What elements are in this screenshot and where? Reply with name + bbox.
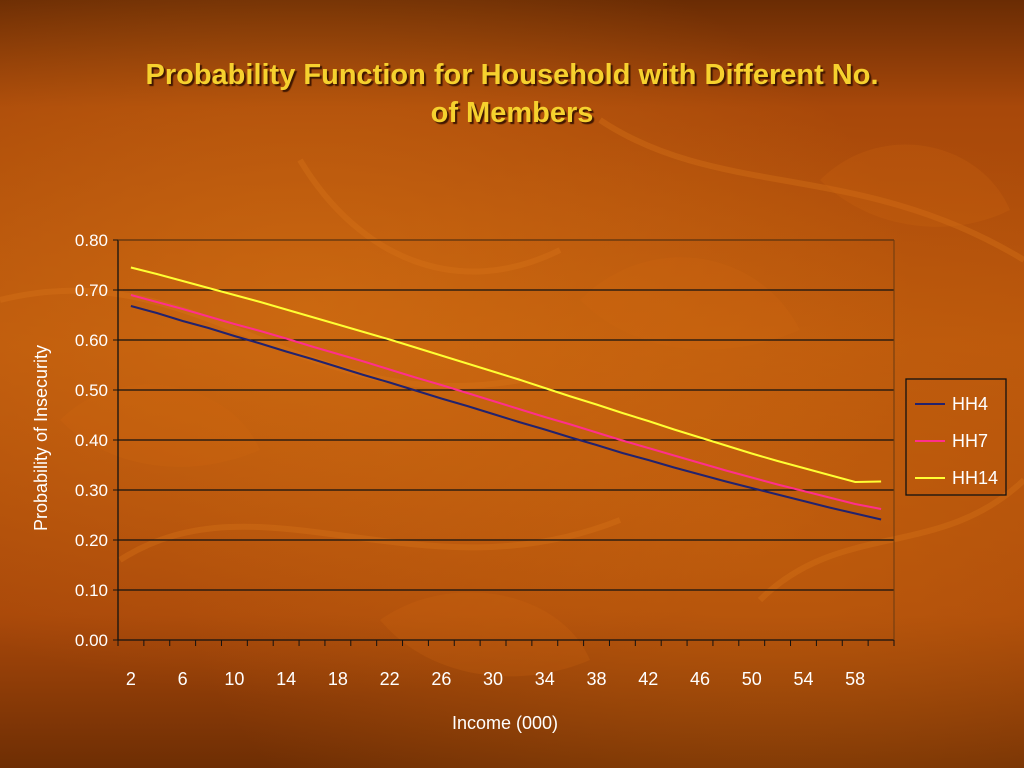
x-tick-label: 54 [793, 669, 813, 689]
x-tick-label: 38 [587, 669, 607, 689]
series-line-hh14 [130, 266, 882, 484]
series-line-hh7 [130, 294, 882, 510]
series-lines [130, 266, 882, 521]
y-tick-label: 0.10 [75, 581, 108, 600]
x-tick-label: 6 [178, 669, 188, 689]
y-tick-label: 0.60 [75, 331, 108, 350]
legend-label-hh14: HH14 [952, 468, 998, 488]
x-tick-label: 30 [483, 669, 503, 689]
y-tick-label: 0.50 [75, 381, 108, 400]
x-tick-label: 50 [742, 669, 762, 689]
legend: HH4 HH7 HH14 [905, 378, 1007, 496]
y-tick-label: 0.30 [75, 481, 108, 500]
x-tick-label: 14 [276, 669, 296, 689]
x-tick-label: 10 [224, 669, 244, 689]
y-tick-label: 0.00 [75, 631, 108, 650]
x-tick-label: 58 [845, 669, 865, 689]
y-tick-label: 0.70 [75, 281, 108, 300]
gridlines [118, 239, 894, 591]
series-line-hh4 [130, 305, 882, 521]
x-tick-label: 18 [328, 669, 348, 689]
x-tick-label: 26 [431, 669, 451, 689]
x-tick-label: 34 [535, 669, 555, 689]
y-axis-label: Probability of Insecurity [31, 345, 51, 531]
legend-label-hh7: HH7 [952, 431, 988, 451]
x-tick-label: 46 [690, 669, 710, 689]
legend-box [905, 378, 1007, 496]
x-tick-label: 42 [638, 669, 658, 689]
slide-title-line-2: of Members [430, 97, 594, 129]
x-axis-label: Income (000) [452, 713, 558, 733]
y-tick-label: 0.40 [75, 431, 108, 450]
legend-label-hh4: HH4 [952, 394, 988, 414]
axes: 0.000.100.200.300.400.500.600.700.802 6 10… [75, 231, 895, 689]
slide-title-line-1: Probability Function for Household with … [145, 59, 879, 91]
x-tick-label: 22 [380, 669, 400, 689]
x-tick-label: 2 [126, 669, 136, 689]
slide-title: Probability Function for Household with … [0, 56, 1024, 132]
y-tick-label: 0.20 [75, 531, 108, 550]
y-tick-label: 0.80 [75, 231, 108, 250]
